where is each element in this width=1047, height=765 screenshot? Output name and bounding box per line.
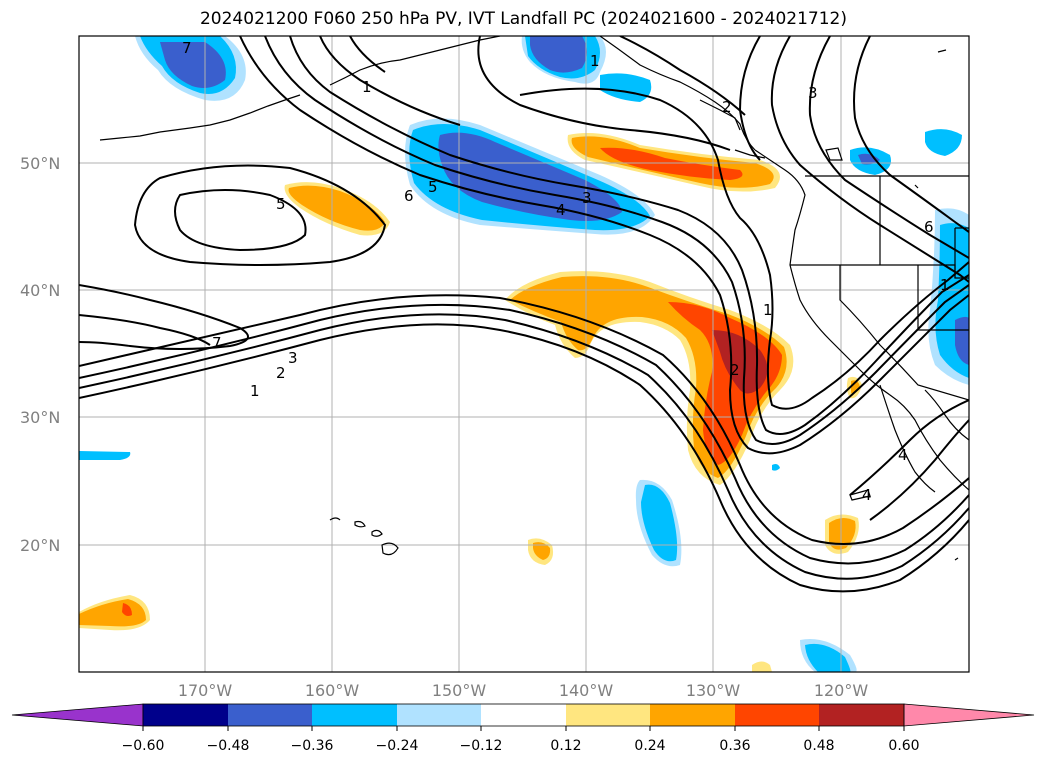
colorbar-tick-label: −0.60 (122, 738, 165, 754)
lat-label: 30°N (20, 408, 60, 427)
lon-label: 130°W (686, 681, 741, 700)
colorbar: −0.60 −0.48 −0.36 −0.24 −0.12 0.12 0.24 … (11, 703, 1035, 754)
contour-label: 7 (212, 334, 222, 352)
colorbar-segment (228, 704, 312, 726)
lat-label: 20°N (20, 536, 60, 555)
contour-label: 2 (276, 364, 286, 382)
colorbar-tick-label: 0.12 (550, 738, 581, 754)
chart-title: 2024021200 F060 250 hPa PV, IVT Landfall… (199, 9, 847, 29)
colorbar-segment (397, 704, 481, 726)
contour-label: 4 (898, 446, 908, 464)
colorbar-tick-label: −0.12 (460, 738, 503, 754)
contour-label: 3 (288, 349, 298, 367)
contour-label: 1 (763, 301, 773, 319)
colorbar-segment (481, 704, 566, 726)
contour-label: 3 (808, 84, 818, 102)
contour-label: 4 (556, 201, 566, 219)
colorbar-tick-label: 0.60 (888, 738, 919, 754)
latitude-labels: 50°N 40°N 30°N 20°N (20, 154, 60, 555)
colorbar-frame (142, 703, 905, 727)
longitude-labels: 170°W 160°W 150°W 140°W 130°W 120°W (178, 681, 869, 700)
colorbar-segment (143, 704, 228, 726)
colorbar-tick-label: −0.36 (291, 738, 334, 754)
contour-label: 6 (404, 187, 414, 205)
contour-label: 1 (940, 276, 950, 294)
colorbar-segment (735, 704, 819, 726)
contour-label: 3 (582, 189, 592, 207)
lon-label: 160°W (305, 681, 360, 700)
contour-label: 1 (250, 382, 260, 400)
contour-label: 1 (590, 52, 600, 70)
contour-labels: 7 7 5 6 5 4 3 3 2 1 1 1 2 3 1 2 6 1 4 4 (182, 39, 950, 504)
colorbar-tick-label: −0.48 (207, 738, 250, 754)
contour-label: 2 (730, 361, 740, 379)
contour-label: 5 (276, 195, 286, 213)
colorbar-segment (819, 704, 904, 726)
map-panel (79, 36, 969, 672)
pv-contours (79, 36, 969, 593)
colorbar-tick-label: 0.24 (634, 738, 665, 754)
contour-label: 1 (362, 78, 372, 96)
colorbar-extend-high (903, 703, 1035, 727)
contour-label: 5 (428, 178, 438, 196)
lon-label: 170°W (178, 681, 233, 700)
lon-label: 140°W (559, 681, 614, 700)
colorbar-segment (312, 704, 397, 726)
lon-label: 120°W (814, 681, 869, 700)
lat-label: 50°N (20, 154, 60, 173)
colorbar-extend-low (11, 703, 144, 727)
contour-label: 4 (862, 486, 872, 504)
map-border (78, 35, 970, 673)
lat-label: 40°N (20, 281, 60, 300)
colorbar-segment (566, 704, 650, 726)
colorbar-segment (650, 704, 735, 726)
contour-label: 6 (924, 218, 934, 236)
colorbar-tick-label: 0.48 (803, 738, 834, 754)
colorbar-tick-label: −0.24 (376, 738, 419, 754)
colorbar-tick-label: 0.36 (719, 738, 750, 754)
graticule (79, 36, 969, 672)
contour-label: 2 (722, 98, 732, 116)
contour-label: 7 (182, 39, 192, 57)
lon-label: 150°W (432, 681, 487, 700)
